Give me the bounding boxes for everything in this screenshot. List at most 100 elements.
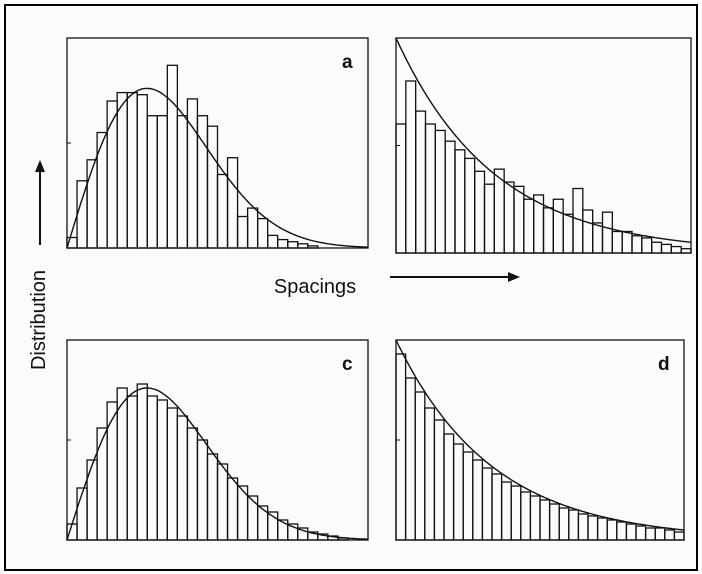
histogram-bar: [434, 129, 446, 254]
histogram-bar: [611, 230, 623, 254]
x-axis-label: Spacings: [274, 276, 356, 298]
panel-label: d: [658, 354, 670, 375]
histogram-bar: [126, 91, 138, 249]
histogram-bar: [106, 100, 118, 249]
panel-label: a: [342, 52, 353, 73]
histogram-bar: [654, 527, 666, 541]
histogram-bar: [156, 115, 168, 249]
histogram-bar: [395, 123, 407, 254]
y-axis-label: Distribution: [28, 270, 50, 370]
histogram-bar: [414, 391, 426, 541]
histogram-bar: [186, 427, 199, 541]
y-arrow-head: [35, 160, 45, 172]
figure-frame: [4, 4, 698, 571]
histogram-bar: [660, 243, 672, 254]
histogram-bar: [474, 170, 486, 254]
histogram-bar: [106, 401, 118, 541]
histogram-bar: [267, 234, 279, 249]
histogram-bar: [513, 185, 525, 254]
histogram-bar: [651, 241, 663, 254]
histogram-bar: [641, 237, 653, 254]
histogram-bar: [577, 513, 589, 541]
histogram-bar: [464, 157, 476, 254]
histogram-bar: [136, 94, 148, 249]
histogram-bar: [424, 123, 436, 254]
histogram-bar: [176, 415, 189, 541]
panels-layer: a c d: [66, 37, 692, 541]
panel-3: c: [66, 339, 369, 541]
histogram-bar: [126, 395, 138, 541]
histogram-bar: [542, 207, 554, 254]
histogram-bar: [86, 159, 98, 249]
histogram-bar: [116, 91, 128, 249]
histogram-bar: [433, 419, 445, 541]
histogram-bar: [404, 377, 416, 541]
histogram-bar: [562, 213, 574, 254]
panel-2: [395, 37, 692, 254]
panel-label: c: [342, 354, 353, 375]
histogram-bar: [500, 481, 512, 541]
histogram-bar: [307, 245, 319, 249]
histogram-bar: [548, 503, 560, 541]
histogram-bar: [246, 207, 259, 249]
histogram-bar: [216, 463, 229, 541]
histogram-bar: [443, 433, 455, 541]
histogram-bar: [481, 467, 493, 541]
histogram-bar: [86, 459, 98, 541]
histogram-bar: [216, 173, 229, 249]
histogram-bar: [176, 115, 189, 249]
histogram-bar: [552, 198, 564, 254]
histogram-bar: [558, 507, 570, 541]
histogram-bar: [395, 353, 407, 541]
histogram-bar: [256, 217, 269, 249]
theory-curve: [395, 37, 692, 243]
histogram-bar: [116, 387, 128, 541]
panel-1: a: [66, 37, 369, 249]
histogram-bar: [529, 495, 541, 541]
theory-curve: [66, 87, 369, 249]
histogram-bar: [503, 181, 515, 254]
histogram-bar: [96, 131, 108, 249]
histogram-bar: [635, 525, 647, 541]
histogram-bar: [405, 80, 417, 254]
histogram-bar: [664, 529, 676, 541]
histogram-bar: [631, 235, 643, 254]
histogram-bar: [462, 451, 474, 541]
histogram-bar: [493, 168, 505, 254]
x-arrow-head: [508, 272, 520, 282]
theory-curve: [395, 339, 685, 531]
histogram-bar: [146, 115, 158, 249]
panel-4: d: [395, 339, 685, 541]
theory-curve: [66, 387, 369, 541]
histogram-bar: [483, 183, 495, 254]
histogram-bar: [454, 149, 466, 254]
histogram-bar: [523, 198, 535, 254]
histogram-bar: [287, 241, 299, 249]
histogram-bar: [673, 531, 685, 541]
histogram-bar: [601, 211, 613, 254]
histogram-bar: [156, 399, 168, 541]
histogram-bar: [246, 495, 259, 541]
histogram-bar: [297, 243, 309, 249]
histogram-bar: [277, 238, 289, 249]
histogram-bar: [444, 140, 456, 254]
histogram-bar: [415, 110, 427, 254]
histogram-bar: [206, 125, 219, 249]
histogram-bar: [510, 485, 522, 541]
histogram-bar: [146, 395, 158, 541]
histogram-bar: [136, 383, 148, 541]
histogram-bar: [277, 519, 289, 541]
histogram-bar: [625, 523, 637, 541]
histogram-bar: [226, 157, 239, 249]
histogram-bar: [196, 439, 209, 541]
histogram-bar: [596, 517, 608, 541]
histogram-bar: [520, 491, 532, 541]
histogram-bar: [424, 407, 436, 541]
histogram-bar: [539, 499, 551, 541]
histogram-bar: [587, 515, 599, 541]
histogram-bar: [491, 473, 503, 541]
histogram-bar: [236, 215, 249, 249]
histogram-bar: [166, 64, 179, 249]
histogram-bar: [472, 459, 484, 541]
